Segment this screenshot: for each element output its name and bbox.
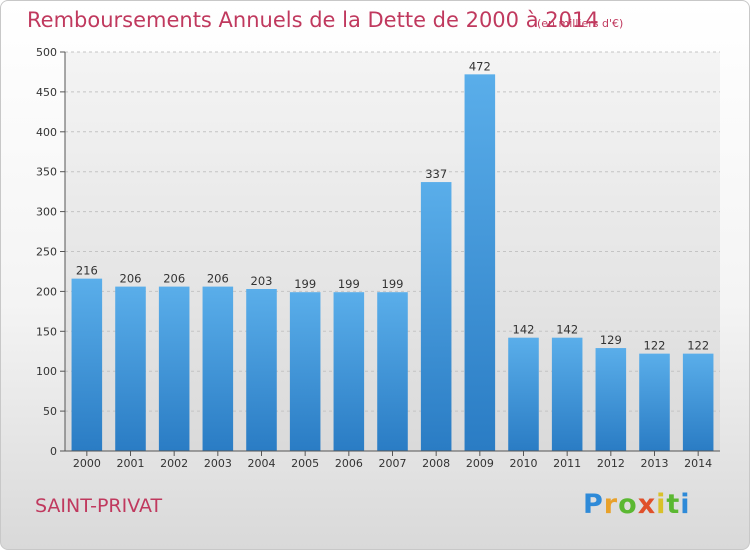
bar bbox=[682, 353, 714, 451]
bar bbox=[595, 348, 627, 451]
bar-value-label: 203 bbox=[251, 274, 273, 288]
bar-value-label: 206 bbox=[163, 272, 185, 286]
bar bbox=[639, 353, 670, 451]
bar bbox=[420, 182, 452, 451]
bar bbox=[246, 289, 277, 451]
chart-subtitle: (en milliers d'€) bbox=[537, 17, 624, 30]
bar-value-label: 122 bbox=[687, 339, 709, 353]
logo-letter: i bbox=[656, 489, 667, 520]
bar bbox=[551, 337, 583, 451]
bar-value-label: 337 bbox=[425, 167, 447, 181]
bar bbox=[115, 286, 146, 451]
y-tick-label: 250 bbox=[36, 246, 57, 259]
x-tick-label: 2008 bbox=[422, 457, 450, 470]
x-tick-label: 2003 bbox=[204, 457, 232, 470]
x-tick-label: 2005 bbox=[291, 457, 319, 470]
bar-value-label: 129 bbox=[600, 333, 622, 347]
y-tick-label: 450 bbox=[36, 86, 57, 99]
x-tick-label: 2009 bbox=[466, 457, 494, 470]
y-tick-label: 350 bbox=[36, 166, 57, 179]
bar-value-label: 206 bbox=[207, 272, 229, 286]
bar bbox=[508, 337, 539, 451]
x-tick-label: 2011 bbox=[553, 457, 581, 470]
logo-letter: x bbox=[637, 489, 657, 520]
y-tick-label: 400 bbox=[36, 126, 57, 139]
proxiti-logo: Proxiti bbox=[583, 489, 691, 520]
bar-value-label: 122 bbox=[644, 339, 666, 353]
x-tick-label: 2013 bbox=[641, 457, 669, 470]
place-name: SAINT-PRIVAT bbox=[35, 495, 163, 517]
y-tick-label: 100 bbox=[36, 365, 57, 378]
bar bbox=[377, 292, 408, 451]
x-tick-label: 2014 bbox=[684, 457, 712, 470]
bar-value-label: 199 bbox=[338, 277, 360, 291]
bar-value-label: 142 bbox=[556, 323, 578, 337]
x-tick-label: 2002 bbox=[160, 457, 188, 470]
y-tick-label: 150 bbox=[36, 325, 57, 338]
bar-value-label: 472 bbox=[469, 59, 491, 73]
bar bbox=[71, 278, 103, 451]
y-tick-label: 300 bbox=[36, 206, 57, 219]
y-tick-label: 500 bbox=[36, 46, 57, 59]
bar-value-label: 199 bbox=[294, 277, 316, 291]
bar-value-label: 216 bbox=[76, 264, 98, 278]
x-tick-label: 2010 bbox=[510, 457, 538, 470]
x-tick-label: 2004 bbox=[248, 457, 276, 470]
bar bbox=[333, 292, 365, 451]
y-tick-label: 50 bbox=[43, 405, 57, 418]
y-tick-label: 0 bbox=[50, 445, 57, 458]
logo-letter: P bbox=[583, 489, 604, 520]
chart-title: Remboursements Annuels de la Dette de 20… bbox=[27, 8, 599, 32]
bar-value-label: 206 bbox=[120, 272, 142, 286]
bar-value-label: 142 bbox=[513, 323, 535, 337]
logo-letter: i bbox=[680, 489, 691, 520]
logo-letter: o bbox=[618, 489, 638, 520]
x-tick-label: 2001 bbox=[117, 457, 145, 470]
x-tick-label: 2007 bbox=[379, 457, 407, 470]
x-tick-label: 2012 bbox=[597, 457, 625, 470]
bar bbox=[289, 292, 321, 451]
x-tick-label: 2006 bbox=[335, 457, 363, 470]
bar-value-label: 199 bbox=[382, 277, 404, 291]
y-tick-label: 200 bbox=[36, 285, 57, 298]
logo-letter: t bbox=[666, 489, 681, 520]
logo-letter: r bbox=[603, 489, 619, 520]
bar bbox=[464, 74, 496, 452]
bar bbox=[158, 286, 190, 451]
x-tick-label: 2000 bbox=[73, 457, 101, 470]
bar bbox=[202, 286, 234, 451]
